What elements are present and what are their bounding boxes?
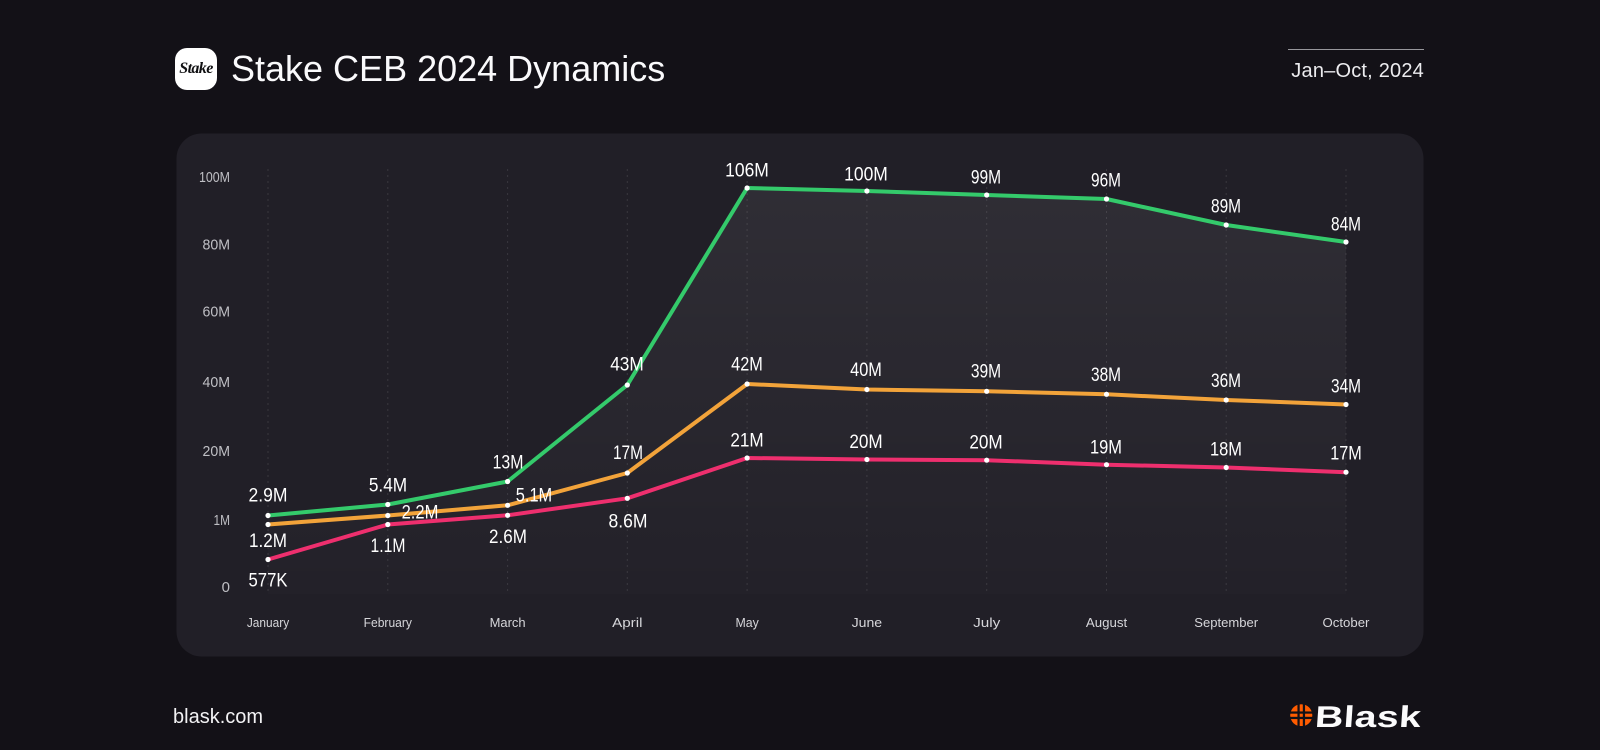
svg-text:38M: 38M <box>1091 365 1121 386</box>
svg-text:October: October <box>1323 615 1371 630</box>
svg-text:2.2M: 2.2M <box>402 503 439 524</box>
svg-text:36M: 36M <box>1211 371 1241 392</box>
svg-text:21M: 21M <box>730 431 763 452</box>
svg-text:39M: 39M <box>971 362 1001 383</box>
svg-text:2.6M: 2.6M <box>489 527 527 548</box>
svg-text:1.2M: 1.2M <box>249 531 287 552</box>
svg-text:1M: 1M <box>214 512 231 529</box>
svg-text:2.9M: 2.9M <box>249 486 288 507</box>
svg-text:80M: 80M <box>203 236 231 253</box>
svg-text:13M: 13M <box>493 453 524 474</box>
svg-text:June: June <box>852 615 883 630</box>
svg-text:40M: 40M <box>850 360 882 381</box>
svg-text:August: August <box>1086 615 1128 630</box>
svg-text:8.6M: 8.6M <box>609 512 648 533</box>
svg-text:1.1M: 1.1M <box>371 536 406 557</box>
svg-text:18M: 18M <box>1210 440 1242 461</box>
svg-text:January: January <box>247 615 290 630</box>
svg-text:43M: 43M <box>610 355 644 376</box>
svg-text:42M: 42M <box>731 355 763 376</box>
svg-text:34M: 34M <box>1331 377 1361 398</box>
svg-text:May: May <box>735 615 759 630</box>
svg-text:5.1M: 5.1M <box>516 486 552 507</box>
svg-text:106M: 106M <box>725 161 769 182</box>
svg-text:577K: 577K <box>249 571 288 592</box>
svg-text:March: March <box>490 615 526 630</box>
svg-text:40M: 40M <box>203 374 231 391</box>
svg-text:17M: 17M <box>1330 444 1362 465</box>
svg-text:17M: 17M <box>613 443 643 464</box>
svg-text:20M: 20M <box>849 432 882 453</box>
svg-text:April: April <box>612 615 642 630</box>
svg-text:89M: 89M <box>1211 197 1241 218</box>
svg-text:0: 0 <box>222 579 230 596</box>
svg-text:20M: 20M <box>969 433 1002 454</box>
svg-text:5.4M: 5.4M <box>369 476 407 497</box>
svg-text:20M: 20M <box>203 443 231 460</box>
svg-text:February: February <box>364 615 413 630</box>
svg-text:July: July <box>973 615 1001 630</box>
svg-text:September: September <box>1194 615 1258 630</box>
svg-text:96M: 96M <box>1091 171 1121 192</box>
svg-text:60M: 60M <box>203 303 231 320</box>
svg-text:84M: 84M <box>1331 215 1361 236</box>
svg-text:19M: 19M <box>1090 438 1122 459</box>
svg-text:100M: 100M <box>199 169 230 186</box>
svg-text:100M: 100M <box>844 165 888 186</box>
svg-text:99M: 99M <box>971 168 1001 189</box>
